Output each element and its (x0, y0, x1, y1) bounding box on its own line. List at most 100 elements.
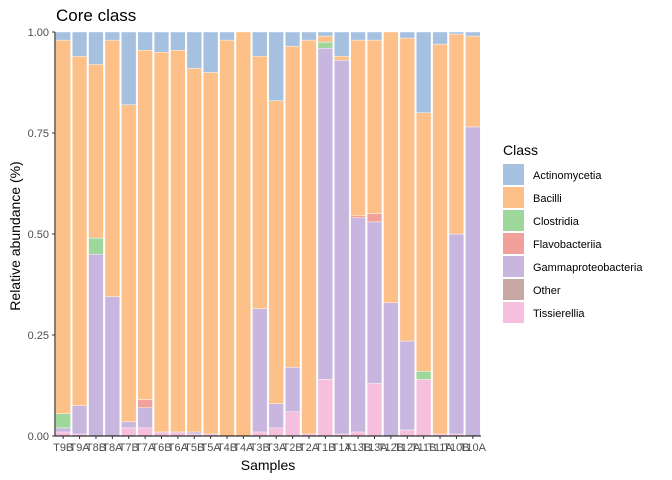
bar-segment-T1B-clostridia (317, 41, 333, 49)
bar-segment-T3B-bacilli (252, 56, 268, 309)
legend-swatch-tissierellia (503, 302, 524, 323)
bar-segment-T13A-actinomycetia (366, 31, 383, 41)
bar-segment-T1A-bacilli (334, 56, 350, 61)
bar-segment-T3B-actinomycetia (252, 31, 268, 57)
bar-segment-T11A-bacilli (432, 43, 448, 435)
bar-segment-T6B-tissierellia (153, 431, 170, 437)
legend-label-gammaproteobacteria: Gammaproteobacteria (533, 262, 643, 274)
x-tick-label-T13B: T13B (345, 442, 371, 454)
bar-segment-T10B-bacilli (448, 33, 464, 235)
x-tick-label-T5B: T5B (184, 442, 204, 454)
bar-segment-T7A-actinomycetia (137, 31, 153, 51)
bar-segment-T2B-bacilli (285, 45, 301, 368)
bar-segment-T1A-actinomycetia (334, 31, 350, 57)
legend-title: Class (503, 142, 538, 158)
bar-segment-T6A-bacilli (170, 49, 186, 433)
bar-segment-T13A-tissierellia (366, 383, 383, 437)
bar-segment-T9A-bacilli (71, 56, 88, 406)
bar-segment-T9B-gammaproteobacteria (55, 427, 71, 433)
legend-swatch-bacilli (503, 187, 524, 208)
bar-segment-T5B-gammaproteobacteria (186, 431, 202, 435)
x-tick-label-T3A: T3A (266, 442, 287, 454)
bar-segment-T9B-clostridia (55, 413, 71, 429)
x-tick-label-T2A: T2A (299, 442, 320, 454)
x-axis: T9BT9AT8BT8AT7BT7AT6BT6AT5BT5AT4BT4AT3BT… (53, 435, 487, 454)
bar-segment-T3A-gammaproteobacteria (268, 403, 284, 429)
bar-segment-T7A-flavobacteriia (137, 399, 153, 408)
bar-segment-T7A-gammaproteobacteria (137, 407, 153, 429)
bar-segment-T1B-bacilli (317, 35, 333, 43)
bar-segment-T10B-actinomycetia (448, 31, 464, 35)
bar-segment-T11B-clostridia (416, 371, 432, 380)
bar-segment-T7B-tissierellia (121, 427, 137, 437)
x-tick-label-T2B: T2B (282, 442, 302, 454)
bar-segment-T9B-bacilli (55, 39, 71, 414)
bar-segment-T11B-bacilli (416, 112, 432, 372)
x-tick-label-T4A: T4A (233, 442, 254, 454)
x-tick-label-T8B: T8B (86, 442, 106, 454)
legend-swatch-clostridia (503, 210, 524, 231)
bar-segment-T3B-tissierellia (252, 431, 268, 437)
bar-segment-T2A-actinomycetia (301, 31, 317, 41)
bar-segment-T4B-bacilli (219, 39, 235, 437)
bar-segment-T6A-tissierellia (170, 431, 186, 437)
bar-segment-T4A-bacilli (235, 31, 252, 437)
bar-segment-T13A-flavobacteriia (366, 213, 383, 223)
bar-segment-T12A-gammaproteobacteria (399, 340, 415, 431)
bar-segment-T8A-actinomycetia (104, 31, 120, 41)
bar-segment-T7A-tissierellia (137, 427, 153, 437)
bar-segment-T10A-bacilli (465, 35, 481, 128)
x-tick-label-T6A: T6A (168, 442, 189, 454)
x-tick-label-T1B: T1B (315, 442, 335, 454)
x-tick-label-T12B: T12B (378, 442, 404, 454)
legend-label-bacilli: Bacilli (533, 193, 562, 205)
bar-segment-T13B-actinomycetia (350, 31, 366, 41)
bar-segment-T12A-bacilli (399, 37, 415, 342)
bar-segment-T9A-gammaproteobacteria (71, 405, 88, 435)
chart-title: Core class (56, 6, 136, 25)
bar-segment-T13A-bacilli (366, 39, 383, 215)
bar-segment-T8B-gammaproteobacteria (88, 253, 104, 437)
x-tick-label-T11A: T11A (427, 442, 453, 454)
x-tick-label-T11B: T11B (411, 442, 436, 454)
y-axis: 0.00 0.25 0.50 0.75 1.00 (28, 27, 56, 443)
bar-segment-T3A-bacilli (268, 100, 284, 404)
legend-label-other: Other (533, 285, 561, 297)
legend: Class Actinomycetia Bacilli Clostridia Flav… (503, 142, 643, 323)
bar-segment-T5A-bacilli (203, 72, 219, 435)
bar-segment-T12B-gammaproteobacteria (383, 302, 399, 437)
y-tick-label-0.50: 0.50 (28, 229, 49, 241)
bar-segment-T11A-actinomycetia (432, 31, 448, 45)
x-tick-label-T3B: T3B (250, 442, 270, 454)
x-tick-label-T9A: T9A (69, 442, 90, 454)
legend-label-flavobacteriia: Flavobacteriia (533, 239, 602, 251)
legend-swatch-flavobacteriia (503, 233, 524, 254)
legend-swatch-actinomycetia (503, 164, 524, 185)
bar-segment-T3A-tissierellia (268, 427, 284, 437)
bar-segment-T7B-actinomycetia (121, 31, 137, 105)
bar-segment-T6B-bacilli (153, 52, 170, 433)
x-tick-label-T8A: T8A (102, 442, 123, 454)
y-axis-title: Relative abundance (%) (7, 161, 23, 310)
legend-label-actinomycetia: Actinomycetia (533, 170, 602, 182)
bar-segment-T5B-bacilli (186, 68, 202, 433)
bar-segment-T10A-gammaproteobacteria (465, 126, 481, 437)
bar-segment-T9A-actinomycetia (71, 31, 88, 57)
x-tick-label-T7A: T7A (135, 442, 156, 454)
x-tick-label-T10B: T10B (443, 442, 469, 454)
bar-segment-T1B-actinomycetia (317, 31, 333, 37)
x-tick-label-T6B: T6B (151, 442, 171, 454)
bars-group (55, 31, 481, 437)
bar-segment-T7B-gammaproteobacteria (121, 421, 137, 429)
y-tick-label-0.75: 0.75 (28, 128, 49, 140)
x-tick-label-T1A: T1A (332, 442, 353, 454)
bar-segment-T8B-clostridia (88, 237, 104, 255)
bar-segment-T6A-actinomycetia (170, 31, 186, 51)
bar-segment-T8B-bacilli (88, 64, 104, 239)
bar-segment-T9B-actinomycetia (55, 31, 71, 41)
bar-segment-T7B-bacilli (121, 104, 137, 423)
y-tick-label-0.00: 0.00 (28, 431, 49, 443)
bar-segment-T6B-actinomycetia (153, 31, 170, 53)
x-tick-label-T4B: T4B (217, 442, 237, 454)
